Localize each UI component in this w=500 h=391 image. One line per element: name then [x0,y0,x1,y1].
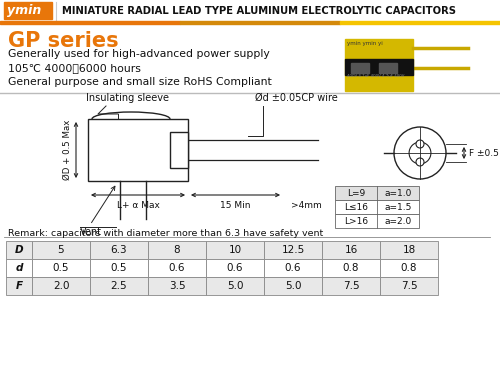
Circle shape [416,140,424,148]
Text: 8: 8 [174,245,180,255]
Text: 5.0: 5.0 [227,281,243,291]
Bar [32,277,90,295]
Bar [32,241,90,259]
Text: ymin: ymin [7,4,41,17]
Text: Remark: capacitors with diameter more than 6.3 have safety vent: Remark: capacitors with diameter more th… [8,229,323,238]
Text: 3.5: 3.5 [168,281,186,291]
Text: 7.5: 7.5 [400,281,417,291]
Text: L≤16: L≤16 [344,203,368,212]
Bar [335,214,419,228]
Bar [148,241,206,259]
Bar [90,277,148,295]
Text: 10: 10 [228,245,241,255]
Circle shape [416,158,424,166]
Bar [88,119,188,181]
Text: 0.8: 0.8 [343,263,359,273]
Text: F: F [16,281,22,291]
Circle shape [394,127,446,179]
Bar [322,241,380,259]
Text: General purpose and small size RoHS Compliant: General purpose and small size RoHS Comp… [8,77,272,87]
Text: 0.8: 0.8 [401,263,417,273]
Bar [6,259,32,277]
Text: Insulating sleeve: Insulating sleeve [86,93,170,103]
Bar [0,0,500,22]
Bar [6,241,32,259]
Circle shape [409,142,431,164]
Bar [148,277,206,295]
Text: 5.0: 5.0 [285,281,301,291]
Text: >4mm: >4mm [291,201,322,210]
Text: L+ α Max: L+ α Max [116,201,160,210]
Text: GP series: GP series [8,31,118,51]
Text: D: D [14,245,24,255]
Text: 0.6: 0.6 [169,263,185,273]
Text: MINIATURE RADIAL LEAD TYPE ALUMINUM ELECTROLYTIC CAPACITORS: MINIATURE RADIAL LEAD TYPE ALUMINUM ELEC… [62,5,456,16]
Bar [380,277,438,295]
Bar [322,259,380,277]
Bar [4,2,52,19]
Text: ØD + 0.5 Max: ØD + 0.5 Max [63,120,72,180]
Text: d: d [16,263,22,273]
Text: 12.5: 12.5 [282,245,304,255]
Bar [335,186,419,200]
Text: 2.0: 2.0 [53,281,69,291]
Text: Ød ±0.05CP wire: Ød ±0.05CP wire [255,93,338,103]
Text: 400V 4.7uF 400V 4.7uF 400V: 400V 4.7uF 400V 4.7uF 400V [347,74,405,78]
Bar [380,259,438,277]
Text: Generally used for high-advanced power supply: Generally used for high-advanced power s… [8,49,270,59]
Bar [90,241,148,259]
Bar [206,259,264,277]
Text: 0.5: 0.5 [111,263,127,273]
Bar [0,21,180,24]
Text: 2.5: 2.5 [110,281,128,291]
Text: L=9: L=9 [347,188,365,197]
Bar [322,277,380,295]
Bar [32,259,90,277]
Bar [379,63,397,73]
Bar [6,277,32,295]
Text: 18: 18 [402,245,415,255]
Bar [180,21,340,24]
Text: 5: 5 [58,245,64,255]
Text: Vent: Vent [80,227,102,237]
Bar [335,200,419,214]
Text: 0.6: 0.6 [285,263,301,273]
Text: a=1.0: a=1.0 [384,188,411,197]
Text: 0.5: 0.5 [53,263,69,273]
Text: 15 Min: 15 Min [220,201,250,210]
Bar [264,259,322,277]
Bar [90,259,148,277]
Text: F ±0.5: F ±0.5 [469,149,499,158]
Text: 105℃ 4000～6000 hours: 105℃ 4000～6000 hours [8,63,141,73]
Text: L>16: L>16 [344,217,368,226]
Bar [206,277,264,295]
Bar [380,241,438,259]
Bar [345,59,413,75]
Bar [148,259,206,277]
Text: 7.5: 7.5 [342,281,359,291]
Bar [351,63,369,73]
Text: a=2.0: a=2.0 [384,217,411,226]
Bar [206,241,264,259]
Text: 0.6: 0.6 [227,263,243,273]
Bar [345,39,413,91]
Text: ymin ymin yi: ymin ymin yi [347,41,383,46]
Bar [170,132,188,168]
Text: 16: 16 [344,245,358,255]
Bar [264,241,322,259]
Bar [340,21,500,24]
Bar [264,277,322,295]
Text: a=1.5: a=1.5 [384,203,411,212]
Text: 6.3: 6.3 [110,245,128,255]
